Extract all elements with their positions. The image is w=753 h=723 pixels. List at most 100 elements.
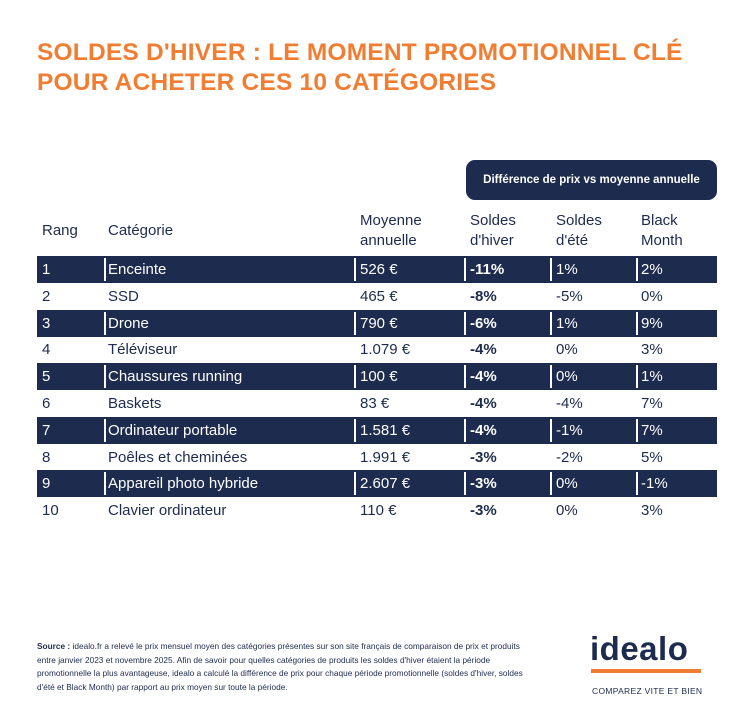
column-header-line: Black: [641, 212, 678, 229]
table-cell: 0%: [556, 502, 578, 520]
table-cell: 790 €: [360, 314, 398, 332]
table-row: 10 Clavier ordinateur 110 € -3% 0% 3%: [37, 497, 717, 524]
table-row: 5 Chaussures running 100 € -4% 0% 1%: [37, 363, 717, 391]
table-cell: -6%: [470, 314, 497, 332]
table-cell: 8: [42, 448, 51, 466]
table-cell: -3%: [470, 502, 497, 520]
table-cell: -5%: [556, 287, 583, 305]
table-cell: 0%: [556, 341, 578, 359]
column-header-line: Rang: [42, 222, 78, 239]
column-separator: [104, 311, 106, 335]
table-cell: -11%: [470, 261, 505, 278]
table-cell: 6: [42, 395, 51, 412]
column-separator: [464, 365, 466, 389]
table-cell: -8%: [470, 287, 497, 305]
table-cell: 3: [42, 314, 51, 332]
column-separator: [464, 311, 466, 335]
column-separator: [636, 258, 638, 281]
table-cell: 9%: [641, 314, 663, 332]
title-line: SOLDES D'HIVER : LE MOMENT PROMOTIONNEL …: [37, 39, 683, 66]
table-cell: Drone: [108, 314, 149, 332]
table-row: 9 Appareil photo hybride 2.607 € -3% 0% -1%: [37, 470, 717, 498]
column-header: Soldes d'hiver: [470, 211, 516, 251]
table-cell: 9: [42, 475, 51, 493]
table-cell: 2%: [641, 261, 663, 278]
table-cell: 1: [42, 261, 51, 278]
logo: idealo: [590, 630, 689, 667]
table-cell: 1%: [556, 314, 578, 332]
table-row: 6 Baskets 83 € -4% -4% 7%: [37, 390, 717, 417]
table-cell: Téléviseur: [108, 341, 178, 359]
column-separator: [464, 258, 466, 281]
column-header-line: Moyenne: [360, 212, 422, 229]
table-cell: Poêles et cheminées: [108, 448, 248, 466]
column-separator: [550, 418, 552, 442]
table-cell: 7: [42, 421, 51, 439]
table-cell: 1.581 €: [360, 421, 411, 439]
column-separator: [636, 472, 638, 496]
table-cell: 100 €: [360, 368, 398, 386]
table-row: 7 Ordinateur portable 1.581 € -4% -1% 7%: [37, 416, 717, 444]
table-cell: 1.991 €: [360, 448, 411, 466]
table-cell: 83 €: [360, 395, 390, 412]
column-separator: [354, 418, 356, 442]
title-line: POUR ACHETER CES 10 CATÉGORIES: [37, 69, 497, 96]
table-row: 4 Téléviseur 1.079 € -4% 0% 3%: [37, 336, 717, 363]
column-header: Soldes d'été: [556, 211, 602, 251]
group-header: Différence de prix vs moyenne annuelle: [466, 160, 717, 200]
column-separator: [354, 472, 356, 496]
table-cell: Clavier ordinateur: [108, 502, 227, 520]
column-separator: [354, 258, 356, 281]
column-separator: [104, 258, 106, 281]
table-cell: Chaussures running: [108, 368, 243, 386]
column-header: Rang: [42, 221, 78, 241]
column-separator: [636, 365, 638, 389]
column-separator: [354, 365, 356, 389]
table-cell: 4: [42, 341, 51, 359]
table-cell: -3%: [470, 475, 497, 493]
table-cell: -4%: [470, 421, 497, 439]
table-row: 1 Enceinte 526 € -11% 1% 2%: [37, 256, 717, 283]
table-cell: -2%: [556, 448, 583, 466]
table-cell: 110 €: [360, 502, 397, 520]
table-cell: 5: [42, 368, 51, 386]
column-separator: [104, 365, 106, 389]
table-cell: 465 €: [360, 287, 398, 305]
column-header: Catégorie: [108, 221, 173, 241]
table-cell: Ordinateur portable: [108, 421, 238, 439]
column-separator: [550, 472, 552, 496]
column-header-line: d'hiver: [470, 232, 514, 249]
column-header-line: Soldes: [556, 212, 602, 229]
column-separator: [550, 258, 552, 281]
column-separator: [636, 311, 638, 335]
table-cell: -3%: [470, 448, 497, 466]
table-cell: Baskets: [108, 395, 162, 412]
column-separator: [464, 472, 466, 496]
title: SOLDES D'HIVER : LE MOMENT PROMOTIONNEL …: [37, 38, 683, 98]
table-cell: 526 €: [360, 261, 398, 278]
tagline: COMPAREZ VITE ET BIEN: [592, 686, 703, 696]
column-separator: [464, 418, 466, 442]
table-cell: -4%: [556, 395, 583, 412]
table-cell: -4%: [470, 341, 497, 359]
table-cell: 5%: [641, 448, 663, 466]
table-cell: -4%: [470, 395, 497, 412]
column-separator: [104, 418, 106, 442]
column-header-line: Catégorie: [108, 222, 174, 239]
logo-underline: [591, 669, 701, 673]
source: Source : idealo.fr a relevé le prix mens…: [37, 640, 537, 694]
table-cell: SSD: [108, 287, 139, 305]
column-header: Black Month: [641, 211, 683, 251]
column-header-line: annuelle: [360, 232, 417, 249]
table-cell: 10: [42, 502, 59, 520]
table-cell: 0%: [556, 368, 578, 386]
table-cell: 2: [42, 287, 51, 305]
column-separator: [550, 365, 552, 389]
table-cell: 7%: [641, 421, 663, 439]
column-header-line: Month: [641, 232, 683, 249]
table-cell: 2.607 €: [360, 475, 411, 493]
column-header-line: d'été: [556, 232, 589, 249]
column-separator: [354, 311, 356, 335]
table-cell: 1.079 €: [360, 341, 411, 359]
